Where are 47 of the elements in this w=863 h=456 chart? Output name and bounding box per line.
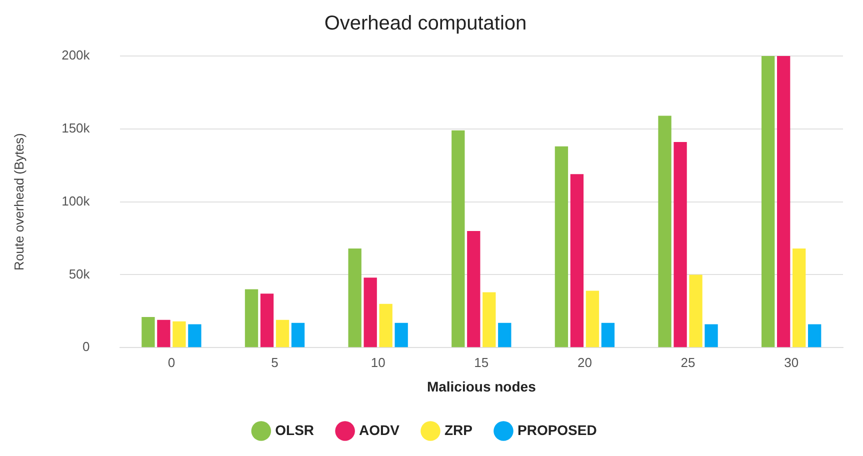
bar [467,230,480,348]
bar [394,322,408,348]
y-axis-title: Route overhead (Bytes) [11,133,26,270]
bar [482,292,496,348]
bar [704,324,718,348]
y-tick-label: 150k [62,120,90,136]
y-tick-label: 200k [62,48,90,63]
bar [674,142,687,348]
bar [276,320,290,348]
x-tick-label: 25 [680,354,696,370]
bar [244,289,258,348]
x-tick-label: 20 [577,354,592,370]
bar [188,324,202,348]
bar [452,130,465,348]
bar [808,324,822,348]
legend-label: AODV [359,422,400,438]
bar [570,174,584,348]
bar [260,294,274,348]
bar [792,248,806,348]
legend-label: ZRP [444,422,472,438]
bar [586,290,600,348]
bar [379,304,392,348]
bar [348,248,362,348]
bar [762,56,775,348]
x-axis-title: Malicious nodes [426,378,536,394]
bar [777,56,790,348]
y-tick-label: 50k [68,266,90,282]
bar [601,322,615,348]
bar [498,322,512,348]
bar [157,320,170,348]
bar [554,146,568,348]
x-tick-label: 10 [370,354,386,370]
bar [689,274,702,348]
x-tick-label: 15 [474,354,489,370]
x-tick-label: 30 [784,354,799,370]
bar [291,322,305,348]
bar [658,116,672,348]
legend-label: PROPOSED [517,422,597,438]
legend-label: OLSR [275,422,314,438]
y-tick-label: 100k [62,193,90,208]
x-tick-label: 5 [271,354,278,370]
bar [172,321,186,348]
bar [364,278,377,348]
y-tick-label: 0 [82,339,90,354]
chart-title: Overhead computation [324,12,527,35]
x-tick-label: 0 [168,354,176,370]
bar [142,316,155,348]
